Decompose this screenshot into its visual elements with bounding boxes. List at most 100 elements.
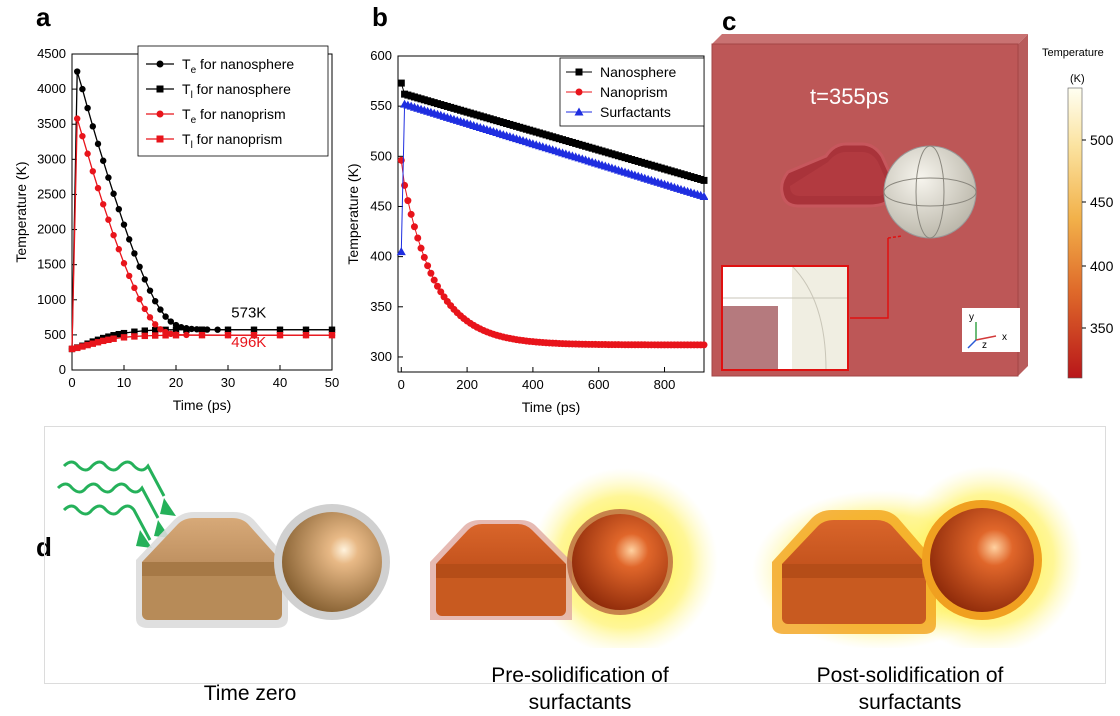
data-point (162, 332, 169, 339)
data-point (575, 68, 583, 76)
data-point (141, 276, 148, 283)
y-tick-label: 350 (370, 299, 392, 314)
data-point (396, 247, 406, 256)
legend-item: Nanosphere (566, 64, 676, 80)
colorbar-tick: 450 (1090, 194, 1114, 210)
data-point (224, 326, 232, 333)
zoom-inset (721, 265, 849, 371)
legend-item: Tl for nanosphere (146, 81, 291, 101)
data-point (100, 157, 107, 164)
data-point (120, 260, 128, 267)
series-line (400, 160, 705, 346)
data-point (172, 332, 180, 339)
data-point (167, 318, 174, 325)
y-tick-label: 1000 (37, 292, 66, 307)
data-point (110, 231, 117, 239)
data-point (110, 190, 117, 197)
series (68, 331, 336, 353)
data-point (188, 325, 195, 333)
y-axis-label: Temperature (K) (345, 163, 361, 264)
legend-item: Tl for nanoprism (146, 131, 282, 151)
data-point (89, 340, 96, 347)
y-tick-label: 600 (370, 48, 392, 63)
data-point (427, 269, 435, 277)
data-point (183, 326, 190, 333)
x-tick-label: 800 (654, 377, 676, 392)
data-point (110, 332, 117, 339)
data-point (84, 341, 91, 349)
schematic-illustration (56, 460, 1082, 648)
caption-line: Pre-solidification of (491, 664, 669, 687)
data-point (141, 305, 148, 313)
x-tick-label: 0 (68, 375, 75, 390)
data-point (136, 295, 143, 303)
data-point (414, 234, 422, 242)
data-point (89, 123, 97, 130)
y-tick-label: 2000 (37, 222, 66, 237)
legend-label: Tl for nanoprism (182, 131, 282, 151)
data-point (152, 297, 159, 305)
data-point (105, 174, 112, 181)
x-tick-label: 400 (522, 377, 544, 392)
axis-triad: y z x (962, 308, 1020, 352)
legend-label: Tl for nanosphere (182, 81, 291, 101)
data-point (417, 244, 425, 252)
data-point (410, 223, 418, 231)
data-point (146, 314, 154, 321)
panel-letter-c: c (722, 6, 737, 36)
y-tick-label: 4500 (37, 46, 66, 61)
y-axis-label: Temperature (K) (13, 161, 29, 262)
data-point (105, 216, 112, 223)
nanosphere-shape (883, 145, 977, 239)
data-point (328, 331, 336, 339)
data-point (302, 326, 310, 333)
data-point (131, 328, 138, 335)
y-tick-label: 500 (370, 148, 392, 163)
data-point (146, 287, 154, 294)
caption-line: Post-solidification of (816, 664, 1004, 687)
data-point (397, 79, 405, 87)
data-point (110, 335, 117, 342)
colorbar-title: Temperature (1042, 47, 1104, 59)
svg-text:t=355ps: t=355ps (810, 84, 889, 109)
data-point (120, 329, 128, 337)
x-tick-label: 50 (325, 375, 339, 390)
data-point (94, 184, 102, 192)
data-point (162, 313, 169, 320)
data-point (94, 140, 102, 148)
data-point (100, 201, 107, 208)
axis-label-y: y (969, 312, 974, 323)
colorbar-tick: 400 (1090, 258, 1114, 274)
legend-label: Nanoprism (600, 84, 668, 100)
legend-label: Te for nanoprism (182, 106, 286, 126)
data-point (68, 345, 76, 353)
legend-label: Nanosphere (600, 64, 676, 80)
data-point (131, 284, 138, 292)
time-label: t=355ps (810, 84, 889, 109)
data-point (115, 205, 123, 213)
axis-label-x: x (1002, 332, 1007, 343)
data-point (120, 334, 128, 341)
data-point (84, 150, 91, 157)
data-point (79, 132, 86, 140)
y-tick-label: 0 (59, 362, 66, 377)
data-point (84, 104, 91, 112)
scene-pre-solidification (430, 468, 718, 648)
data-point (152, 326, 159, 334)
data-point (699, 191, 708, 200)
data-point (198, 326, 206, 333)
y-tick-label: 500 (44, 327, 66, 342)
data-point (276, 326, 284, 333)
value-annotation: 573K (231, 304, 266, 321)
series (396, 99, 708, 256)
colorbar-unit: (K) (1070, 73, 1085, 85)
scene-time-zero (136, 504, 390, 628)
data-point (424, 262, 432, 270)
data-point (575, 88, 583, 96)
x-tick-label: 0 (398, 377, 405, 392)
data-point (302, 331, 310, 339)
zoom-connector (850, 235, 903, 319)
data-point (433, 282, 441, 290)
data-point (437, 288, 445, 296)
data-point (136, 263, 143, 270)
